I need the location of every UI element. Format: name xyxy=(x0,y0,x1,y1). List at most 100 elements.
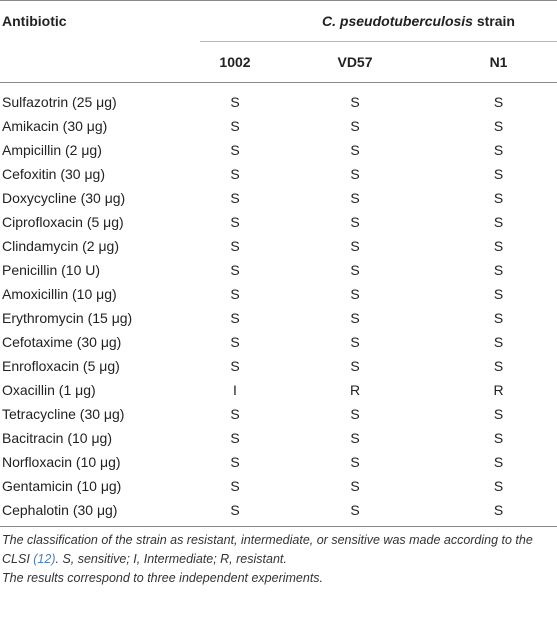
table-row: Amikacin (30 μg) S S S xyxy=(0,114,557,138)
result-cell-1002: S xyxy=(230,286,240,302)
table-row: Bacitracin (10 μg) S S S xyxy=(0,426,557,450)
result-cell-vd57: S xyxy=(350,262,360,278)
result-cell-n1: S xyxy=(493,166,504,182)
result-cell-1002: S xyxy=(230,94,240,110)
result-cell-1002: S xyxy=(230,166,240,182)
antibiotic-name-cell: Ciprofloxacin (5 μg) xyxy=(2,214,124,230)
result-cell-1002: S xyxy=(230,310,240,326)
antibiotic-name-cell: Ampicillin (2 μg) xyxy=(2,142,102,158)
result-cell-1002: S xyxy=(230,334,240,350)
antibiotic-name-cell: Doxycycline (30 μg) xyxy=(2,190,126,206)
result-cell-vd57: S xyxy=(350,94,360,110)
result-cell-1002: S xyxy=(230,238,240,254)
table-row: Enrofloxacin (5 μg) S S S xyxy=(0,354,557,378)
result-cell-vd57: S xyxy=(350,214,360,230)
table-row: Ampicillin (2 μg) S S S xyxy=(0,138,557,162)
result-cell-1002: S xyxy=(200,498,270,527)
result-cell-vd57: S xyxy=(270,498,440,527)
result-cell-vd57: S xyxy=(350,358,360,374)
result-cell-n1: S xyxy=(493,94,504,110)
table-row: Norfloxacin (10 μg) S S S xyxy=(0,450,557,474)
footnote-citation-link[interactable]: (12) xyxy=(33,552,56,566)
table-row: Tetracycline (30 μg) S S S xyxy=(0,402,557,426)
result-cell-vd57: S xyxy=(350,190,360,206)
result-cell-1002: S xyxy=(230,118,240,134)
antibiotic-name-cell: Sulfazotrin (25 μg) xyxy=(2,94,117,110)
result-cell-1002: S xyxy=(230,406,240,422)
result-cell-n1: S xyxy=(493,406,504,422)
result-cell-n1: S xyxy=(493,310,504,326)
result-cell-1002: S xyxy=(230,142,240,158)
result-cell-n1: S xyxy=(493,238,504,254)
header-empty-cell xyxy=(0,42,200,83)
table-row: Clindamycin (2 μg) S S S xyxy=(0,234,557,258)
result-cell-n1: S xyxy=(440,498,557,527)
header-strain: C. pseudotuberculosis strain xyxy=(200,1,557,42)
table-row: Ciprofloxacin (5 μg) S S S xyxy=(0,210,557,234)
result-cell-n1: S xyxy=(493,262,504,278)
result-cell-1002: S xyxy=(230,454,240,470)
table-row: Sulfazotrin (25 μg) S S S xyxy=(0,83,557,115)
table-footnote: The classification of the strain as resi… xyxy=(0,531,557,588)
table-row: Cefotaxime (30 μg) S S S xyxy=(0,330,557,354)
result-cell-vd57: S xyxy=(350,310,360,326)
table-row: Amoxicillin (10 μg) S S S xyxy=(0,282,557,306)
footnote-line-1: The classification of the strain as resi… xyxy=(2,531,557,569)
antibiotic-name-cell: Cefotaxime (30 μg) xyxy=(2,334,122,350)
result-cell-vd57: S xyxy=(350,406,360,422)
result-cell-vd57: S xyxy=(350,118,360,134)
result-cell-1002: S xyxy=(230,190,240,206)
header-strain-n1: N1 xyxy=(440,41,557,83)
footnote-text-after: . S, sensitive; I, Intermediate; R, resi… xyxy=(55,552,287,566)
table-row: Cephalotin (30 μg) S S S xyxy=(0,498,557,527)
header-antibiotic: Antibiotic xyxy=(2,13,67,30)
table-body: Sulfazotrin (25 μg) S S S Amikacin (30 μg) S S… xyxy=(0,83,557,527)
table-row: Erythromycin (15 μg) S S S xyxy=(0,306,557,330)
header-row-2: 1002 VD57 N1 xyxy=(0,41,557,83)
table-row: Oxacillin (1 μg) I R R xyxy=(0,378,557,402)
table-row: Penicillin (10 U) S S S xyxy=(0,258,557,282)
antibiotic-name-cell: Erythromycin (15 μg) xyxy=(2,310,133,326)
header-strain-word: strain xyxy=(472,13,515,29)
header-strain-species: C. pseudotuberculosis xyxy=(322,13,473,29)
result-cell-1002: I xyxy=(233,382,237,398)
result-cell-vd57: S xyxy=(350,286,360,302)
result-cell-n1: S xyxy=(493,478,504,494)
antibiotic-name-cell: Clindamycin (2 μg) xyxy=(2,238,119,254)
antibiotic-name-cell: Tetracycline (30 μg) xyxy=(2,406,125,422)
table-row: Cefoxitin (30 μg) S S S xyxy=(0,162,557,186)
table-row: Doxycycline (30 μg) S S S xyxy=(0,186,557,210)
result-cell-1002: S xyxy=(230,358,240,374)
result-cell-1002: S xyxy=(230,430,240,446)
antibiotic-name-cell: Cefoxitin (30 μg) xyxy=(2,166,105,182)
result-cell-1002: S xyxy=(230,478,240,494)
antibiotic-name-cell: Bacitracin (10 μg) xyxy=(2,430,112,446)
result-cell-vd57: S xyxy=(350,142,360,158)
result-cell-n1: S xyxy=(493,142,504,158)
result-cell-n1: S xyxy=(493,214,504,230)
antibiotic-name-cell: Amikacin (30 μg) xyxy=(2,118,108,134)
result-cell-vd57: S xyxy=(350,238,360,254)
footnote-line-2: The results correspond to three independ… xyxy=(2,571,324,585)
antibiotic-name-cell: Amoxicillin (10 μg) xyxy=(2,286,117,302)
antibiotic-name-cell: Cephalotin (30 μg) xyxy=(0,498,200,527)
result-cell-1002: S xyxy=(230,262,240,278)
result-cell-n1: S xyxy=(493,118,504,134)
result-cell-vd57: S xyxy=(350,166,360,182)
result-cell-n1: S xyxy=(493,430,504,446)
result-cell-vd57: S xyxy=(350,454,360,470)
result-cell-n1: R xyxy=(493,382,504,398)
result-cell-1002: S xyxy=(230,214,240,230)
result-cell-vd57: R xyxy=(349,382,361,398)
result-cell-n1: S xyxy=(493,454,504,470)
antibiotic-name-cell: Enrofloxacin (5 μg) xyxy=(2,358,120,374)
header-strain-vd57: VD57 xyxy=(270,41,440,83)
antibiotic-name-cell: Penicillin (10 U) xyxy=(2,262,101,278)
result-cell-vd57: S xyxy=(350,430,360,446)
result-cell-n1: S xyxy=(493,286,504,302)
header-strain-1002: 1002 xyxy=(200,41,270,83)
result-cell-n1: S xyxy=(493,358,504,374)
table-row: Gentamicin (10 μg) S S S xyxy=(0,474,557,498)
antibiotic-susceptibility-table: Antibiotic C. pseudotuberculosis strain … xyxy=(0,0,557,527)
antibiotic-name-cell: Gentamicin (10 μg) xyxy=(2,478,122,494)
